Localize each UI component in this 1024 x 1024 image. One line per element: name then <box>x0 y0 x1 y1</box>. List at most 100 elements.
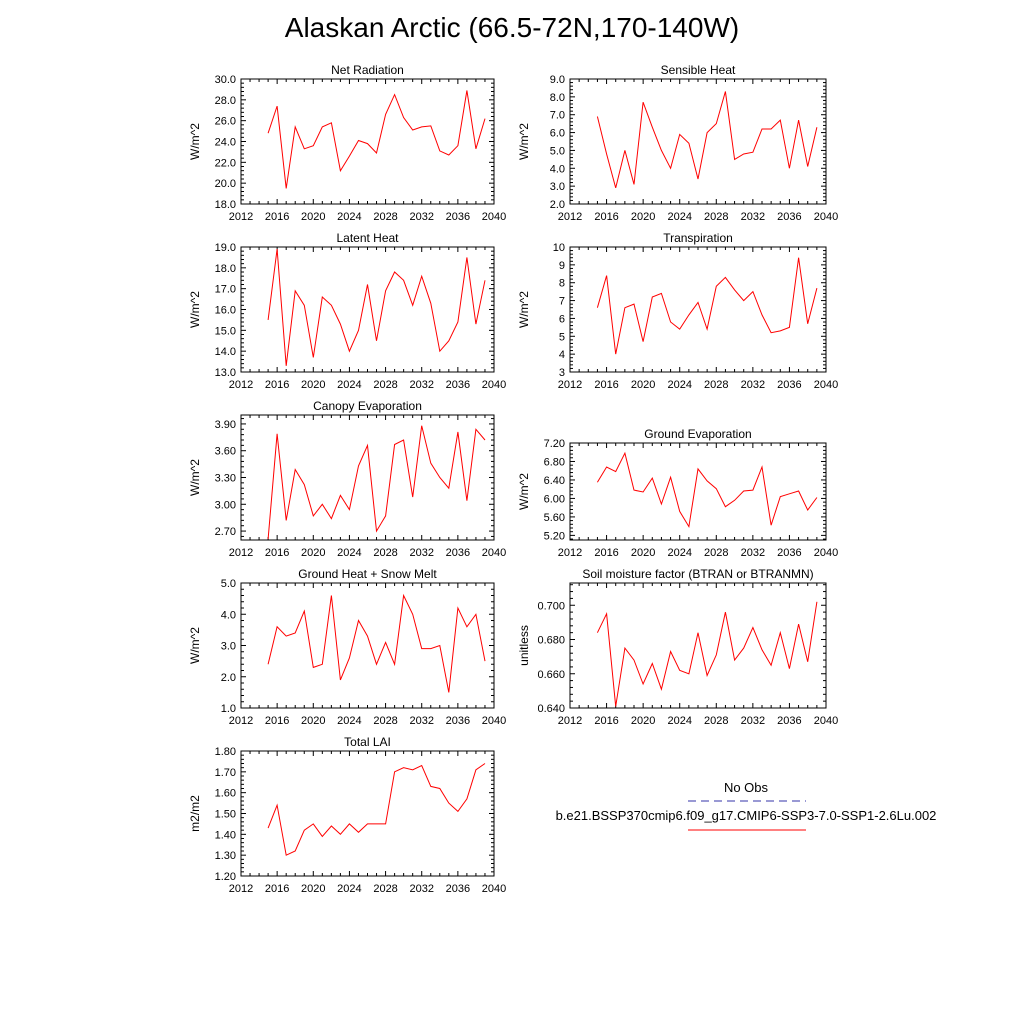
x-tick-label: 2012 <box>558 547 582 559</box>
panel-title-ground-heat-snow-melt: Ground Heat + Snow Melt <box>298 567 437 581</box>
x-tick-label: 2016 <box>265 547 289 559</box>
y-tick-label: 8 <box>559 278 565 290</box>
y-tick-label: 0.700 <box>537 600 565 612</box>
series-line-soil-moisture-factor-btran-or-btranmn <box>596 601 818 707</box>
x-tick-label: 2040 <box>814 379 838 391</box>
legend: No Obs b.e21.BSSP370cmip6.f09_g17.CMIP6-… <box>556 780 937 831</box>
y-tick-label: 1.60 <box>215 788 236 800</box>
x-tick-label: 2024 <box>337 379 361 391</box>
panel-transpiration: Transpiration 2012 2016 2020 2024 2028 2032 203… <box>517 231 838 391</box>
x-tick-label: 2020 <box>301 211 325 223</box>
y-tick-label: 0.640 <box>537 703 565 715</box>
panel-title-ground-evaporation: Ground Evaporation <box>644 427 751 441</box>
x-tick-label: 2028 <box>373 547 397 559</box>
y-tick-label: 6.00 <box>544 493 565 505</box>
x-tick-label: 2016 <box>265 715 289 727</box>
y-axis-label: W/m^2 <box>188 291 202 328</box>
x-tick-label: 2036 <box>446 211 470 223</box>
legend-label-model: b.e21.BSSP370cmip6.f09_g17.CMIP6-SSP3-7.… <box>556 808 937 823</box>
x-tick-label: 2032 <box>741 715 765 727</box>
x-tick-label: 2028 <box>704 211 728 223</box>
plot-frame <box>240 414 495 541</box>
x-tick-label: 2012 <box>558 715 582 727</box>
plot-frame <box>569 78 827 205</box>
y-tick-label: 18.0 <box>215 263 236 275</box>
y-tick-label: 0.680 <box>537 635 565 647</box>
panel-title-sensible-heat: Sensible Heat <box>661 63 736 77</box>
x-tick-label: 2032 <box>409 211 433 223</box>
y-axis-label: W/m^2 <box>517 473 531 510</box>
panels: Net Radiation 2012 2016 2020 2024 2028 2032 203… <box>188 63 838 895</box>
y-tick-label: 2.70 <box>215 526 236 538</box>
y-tick-label: 1.40 <box>215 829 236 841</box>
panel-soil-moisture-factor-btran-or-btranmn: Soil moisture factor (BTRAN or BTRANMN) 2… <box>517 567 838 727</box>
x-tick-label: 2016 <box>594 379 618 391</box>
y-tick-label: 1.80 <box>215 746 236 758</box>
y-tick-label: 6.40 <box>544 475 565 487</box>
series-line-ground-heat-snow-melt <box>267 593 486 693</box>
series-line-ground-evaporation <box>596 451 818 529</box>
y-tick-label: 1.0 <box>221 703 236 715</box>
x-tick-label: 2012 <box>229 211 253 223</box>
y-tick-label: 3.00 <box>215 499 236 511</box>
plot-frame <box>569 442 827 541</box>
panel-title-transpiration: Transpiration <box>663 231 733 245</box>
x-tick-label: 2036 <box>777 379 801 391</box>
x-tick-label: 2024 <box>337 715 361 727</box>
panel-title-latent-heat: Latent Heat <box>336 231 399 245</box>
plot-frame <box>240 582 495 709</box>
y-tick-label: 5.0 <box>550 145 565 157</box>
y-axis-label: W/m^2 <box>517 123 531 160</box>
x-tick-label: 2040 <box>482 211 506 223</box>
y-axis-label: unitless <box>517 625 531 666</box>
y-tick-label: 3.30 <box>215 473 236 485</box>
x-tick-label: 2032 <box>741 547 765 559</box>
y-axis-label: m2/m2 <box>188 795 202 832</box>
y-tick-label: 19.0 <box>215 242 236 254</box>
y-tick-label: 30.0 <box>215 74 236 86</box>
x-tick-label: 2036 <box>446 715 470 727</box>
y-tick-label: 5.20 <box>544 530 565 542</box>
x-tick-label: 2016 <box>265 379 289 391</box>
x-tick-label: 2020 <box>631 379 655 391</box>
series-line-latent-heat <box>267 249 486 366</box>
x-tick-label: 2012 <box>229 715 253 727</box>
y-tick-label: 17.0 <box>215 284 236 296</box>
x-tick-label: 2036 <box>777 211 801 223</box>
panel-total-lai: Total LAI 2012 2016 2020 2024 2028 2032 2036 204… <box>188 735 506 895</box>
x-tick-label: 2040 <box>814 715 838 727</box>
x-tick-label: 2032 <box>409 547 433 559</box>
panel-net-radiation: Net Radiation 2012 2016 2020 2024 2028 2032 203… <box>188 63 506 223</box>
y-tick-label: 3.60 <box>215 446 236 458</box>
y-tick-label: 7 <box>559 296 565 308</box>
x-tick-label: 2024 <box>337 883 361 895</box>
x-tick-label: 2012 <box>229 547 253 559</box>
x-tick-label: 2016 <box>594 211 618 223</box>
y-tick-label: 9 <box>559 260 565 272</box>
y-tick-label: 6.80 <box>544 456 565 468</box>
y-axis-label: W/m^2 <box>188 627 202 664</box>
y-tick-label: 26.0 <box>215 116 236 128</box>
y-tick-label: 1.20 <box>215 871 236 883</box>
y-tick-label: 7.20 <box>544 438 565 450</box>
x-tick-label: 2032 <box>409 883 433 895</box>
x-tick-label: 2020 <box>631 715 655 727</box>
x-tick-label: 2024 <box>667 211 691 223</box>
y-tick-label: 1.50 <box>215 809 236 821</box>
x-tick-label: 2036 <box>777 547 801 559</box>
x-tick-label: 2020 <box>301 379 325 391</box>
y-tick-label: 5 <box>559 331 565 343</box>
x-tick-label: 2040 <box>814 211 838 223</box>
y-tick-label: 5.60 <box>544 512 565 524</box>
y-tick-label: 28.0 <box>215 95 236 107</box>
x-tick-label: 2012 <box>229 883 253 895</box>
x-tick-label: 2020 <box>301 715 325 727</box>
y-tick-label: 4.0 <box>550 163 565 175</box>
x-tick-label: 2040 <box>814 547 838 559</box>
y-tick-label: 22.0 <box>215 157 236 169</box>
x-tick-label: 2040 <box>482 379 506 391</box>
series-line-net-radiation <box>267 90 486 189</box>
y-tick-label: 3.0 <box>221 641 236 653</box>
plot-frame <box>569 582 827 709</box>
